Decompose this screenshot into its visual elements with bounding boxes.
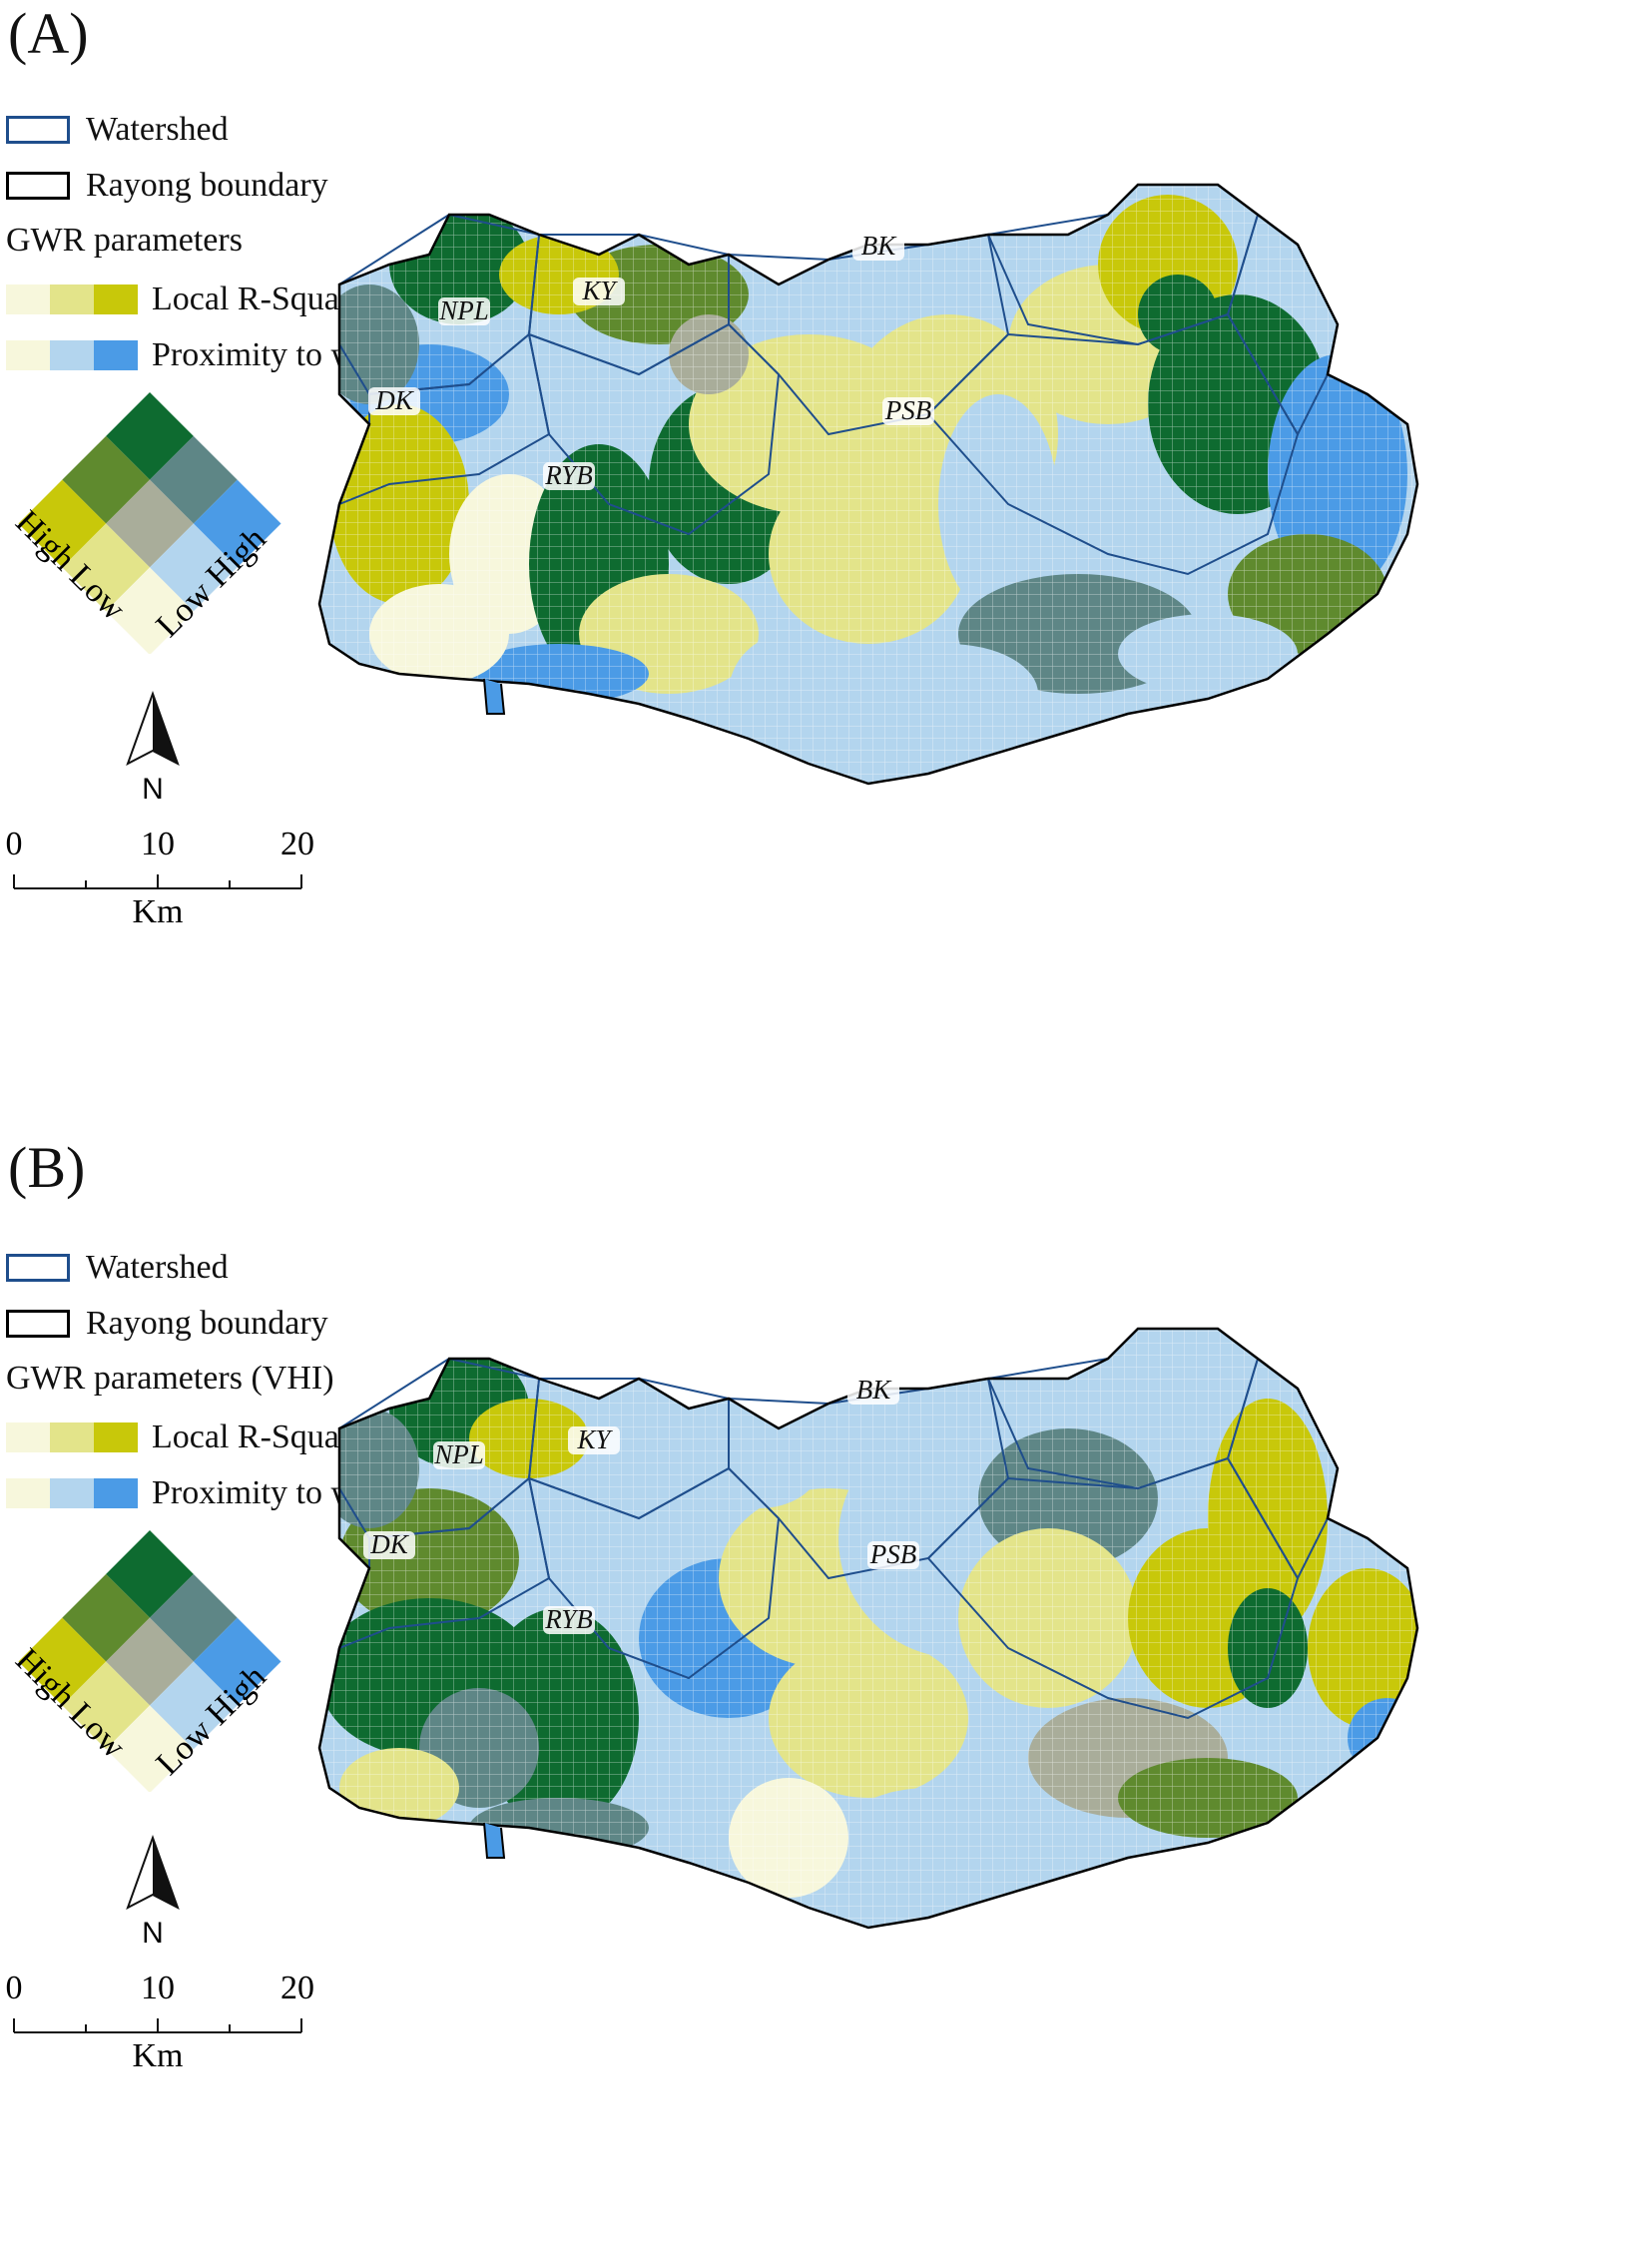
place-label-ryb: RYB <box>544 1604 593 1634</box>
place-label-bk: BK <box>856 1375 892 1405</box>
legend-watershed: Watershed <box>6 110 229 150</box>
boundary-swatch <box>6 1310 70 1338</box>
place-label-bg <box>568 1426 620 1454</box>
panel-label: (B) <box>8 1135 86 1200</box>
legend-boundary: Rayong boundary <box>6 166 328 206</box>
watershed-outline <box>527 322 781 536</box>
map-grid <box>319 1329 1417 1928</box>
place-label-bk: BK <box>861 231 897 261</box>
place-label-ryb: RYB <box>544 460 593 490</box>
legend-boundary: Rayong boundary <box>6 1304 328 1344</box>
north-arrow-icon: N <box>126 1835 180 1950</box>
legend-params-title: GWR parameters (VHI) <box>6 1360 334 1397</box>
proximity-low-chip <box>6 1478 50 1508</box>
place-label-dk: DK <box>374 385 414 415</box>
place-label-bg <box>363 1531 415 1559</box>
place-label-bg <box>882 397 934 425</box>
watershed-outline <box>527 1466 781 1680</box>
place-label-bg <box>852 233 904 261</box>
watershed-swatch <box>6 116 70 144</box>
place-label-bg <box>847 1377 899 1405</box>
place-label-psb: PSB <box>869 1539 917 1569</box>
watershed-outline <box>926 312 1300 576</box>
map-raster <box>319 1329 1417 1928</box>
legend-boundary-label: Rayong boundary <box>86 167 328 204</box>
place-label-bg <box>867 1541 919 1569</box>
bivariate-legend: High Low Low High <box>8 392 281 654</box>
bivariate-legend: High Low Low High <box>8 1530 281 1792</box>
proximity-ramp <box>6 1478 138 1508</box>
scale-tick-20: 20 <box>280 826 314 862</box>
north-label: N <box>142 773 164 806</box>
proximity-low-chip <box>6 340 50 370</box>
place-label-dk: DK <box>369 1529 409 1559</box>
legend-watershed-label: Watershed <box>86 1249 229 1286</box>
scale-tick-0: 0 <box>6 826 23 862</box>
panel-a: (A) Watershed Rayong boundary GWR parame… <box>6 1 1419 930</box>
r-squared-low-chip <box>6 1422 50 1452</box>
estuary-notch <box>483 678 506 715</box>
north-label: N <box>142 1917 164 1950</box>
r-squared-mid-chip <box>50 1422 94 1452</box>
panel-b: (B) Watershed Rayong boundary GWR parame… <box>0 1134 1649 2268</box>
legend-watershed-label: Watershed <box>86 111 229 148</box>
scale-unit: Km <box>133 2037 184 2074</box>
place-label-npl: NPL <box>433 1439 484 1469</box>
proximity-ramp <box>6 340 138 370</box>
place-label-bg <box>543 1606 595 1634</box>
rayong-map-a: NPL KY BK DK PSB RYB <box>317 183 1419 786</box>
place-label-bg <box>573 278 625 305</box>
scale-bar: 0 10 20 Km <box>6 1970 314 2074</box>
scale-tick-20: 20 <box>280 1970 314 2006</box>
boundary-swatch <box>6 172 70 200</box>
legend-params-title: GWR parameters <box>6 222 243 259</box>
place-label-bg <box>368 387 420 415</box>
r-squared-ramp <box>6 1422 138 1452</box>
scale-bar: 0 10 20 Km <box>6 826 314 930</box>
r-squared-ramp <box>6 284 138 314</box>
scale-unit: Km <box>133 893 184 930</box>
place-label-ky: KY <box>576 1424 613 1454</box>
panel-label: (A) <box>8 1 89 66</box>
place-label-ky: KY <box>581 276 618 305</box>
scale-tick-0: 0 <box>6 1970 23 2006</box>
rayong-map-b: NPL KY BK DK PSB RYB <box>317 1327 1419 1930</box>
r-squared-high-chip <box>94 1422 138 1452</box>
rayong-boundary <box>317 183 1419 786</box>
scale-tick-10: 10 <box>141 1970 175 2006</box>
proximity-high-chip <box>94 340 138 370</box>
place-label-npl: NPL <box>438 295 489 325</box>
place-label-bg <box>433 1441 485 1469</box>
rayong-boundary <box>317 1327 1419 1930</box>
proximity-mid-chip <box>50 340 94 370</box>
place-label-bg <box>543 462 595 490</box>
proximity-high-chip <box>94 1478 138 1508</box>
r-squared-mid-chip <box>50 284 94 314</box>
watershed-outline <box>926 1456 1300 1720</box>
watershed-swatch <box>6 1254 70 1282</box>
estuary-notch <box>483 1822 506 1859</box>
proximity-mid-chip <box>50 1478 94 1508</box>
map-grid <box>319 185 1417 784</box>
north-arrow-icon: N <box>126 691 180 806</box>
scale-tick-10: 10 <box>141 826 175 862</box>
map-raster <box>319 185 1417 784</box>
place-label-psb: PSB <box>884 395 932 425</box>
legend-boundary-label: Rayong boundary <box>86 1305 328 1342</box>
place-label-bg <box>438 297 490 325</box>
r-squared-low-chip <box>6 284 50 314</box>
r-squared-high-chip <box>94 284 138 314</box>
legend-watershed: Watershed <box>6 1248 229 1288</box>
